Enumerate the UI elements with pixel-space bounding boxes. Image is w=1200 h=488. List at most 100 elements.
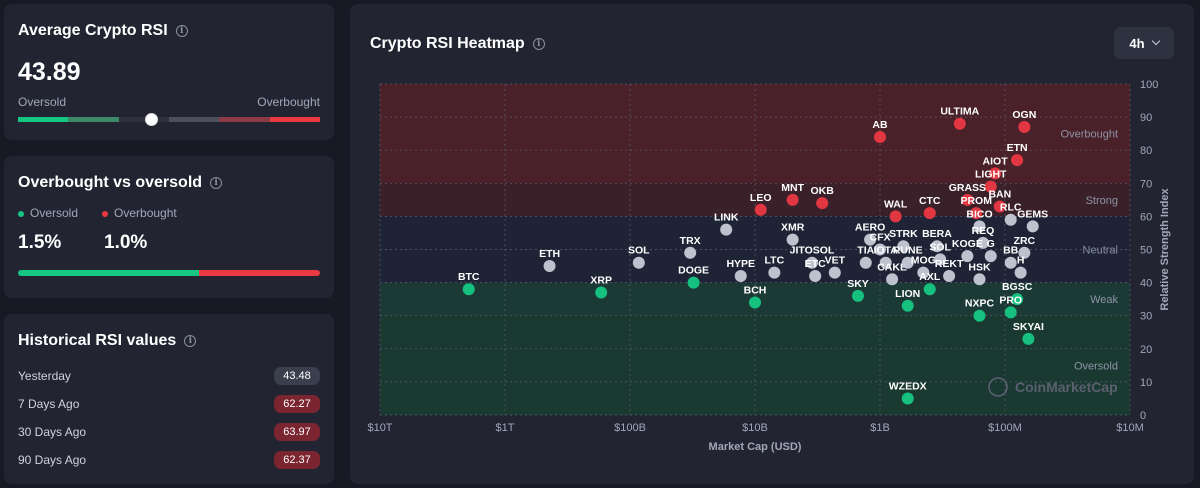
- data-point-label: WAL: [884, 198, 908, 210]
- data-point: [879, 256, 892, 269]
- historical-row-value: 62.37: [274, 451, 320, 469]
- data-point-label: SKY: [847, 278, 869, 290]
- x-tick-label: $10B: [742, 422, 768, 434]
- data-point: [961, 250, 974, 263]
- y-tick-label: 0: [1140, 410, 1146, 422]
- data-point-label: HSK: [968, 261, 991, 273]
- timeframe-select[interactable]: 4h: [1114, 27, 1174, 59]
- data-point: [687, 276, 700, 289]
- data-point-label: AB: [872, 119, 888, 131]
- data-point: [1022, 332, 1035, 345]
- data-point-label: CFX: [870, 232, 891, 244]
- rsi-scatter-chart[interactable]: Overbought Strong Neutral Weak Oversold $10T $…: [350, 4, 1194, 484]
- data-point: [632, 256, 645, 269]
- data-point-label: LION: [895, 288, 920, 300]
- x-tick-label: $1B: [870, 422, 890, 434]
- y-tick-label: 60: [1140, 211, 1152, 223]
- data-point-label: IOTA: [874, 245, 899, 257]
- data-point-label: BCH: [744, 284, 767, 296]
- zone-label: Oversold: [1074, 360, 1118, 372]
- data-point: [816, 197, 829, 210]
- ratio-bar: [18, 270, 320, 276]
- y-tick-label: 40: [1140, 278, 1152, 290]
- historical-row-label: Yesterday: [18, 369, 71, 383]
- data-point: [1011, 293, 1024, 306]
- data-point: [684, 246, 697, 259]
- data-point-label: ETN: [1007, 142, 1028, 154]
- data-point-label: PROM: [960, 195, 992, 207]
- historical-row: 90 Days Ago 62.37: [18, 446, 320, 474]
- data-point: [930, 240, 943, 253]
- data-point: [973, 309, 986, 322]
- data-point-label: NXPC: [965, 298, 995, 310]
- historical-row-value: 62.27: [274, 395, 320, 413]
- data-point: [1018, 246, 1031, 259]
- rsi-gauge-knob: [144, 113, 158, 126]
- x-tick-label: $100B: [614, 422, 646, 434]
- zone-overbought: [380, 84, 1130, 184]
- info-icon[interactable]: i: [210, 177, 223, 189]
- info-icon[interactable]: i: [532, 38, 545, 50]
- gauge-segment: [18, 117, 69, 122]
- historical-row-value: 43.48: [274, 367, 320, 385]
- y-tick-label: 30: [1140, 311, 1152, 323]
- data-point-label: SKYAI: [1013, 321, 1044, 333]
- y-tick-label: 20: [1140, 344, 1152, 356]
- data-point-label: AERO: [855, 222, 885, 234]
- data-point-label: SOL: [628, 245, 650, 257]
- data-point-label: REKT: [935, 258, 964, 270]
- legend-overbought: Overbought: [102, 206, 177, 220]
- y-tick-label: 90: [1140, 112, 1152, 124]
- overbought-vs-oversold-card: Overbought vs oversold i Oversold Overbo…: [4, 156, 334, 298]
- data-point: [864, 233, 877, 246]
- data-point-label: MNT: [781, 182, 804, 194]
- data-point-label: BB: [1003, 245, 1019, 257]
- oversold-percent: 1.5%: [18, 232, 62, 253]
- data-point: [734, 269, 747, 282]
- data-point-label: ULTIMA: [940, 106, 979, 118]
- data-point: [595, 286, 608, 299]
- data-point: [989, 167, 1002, 180]
- overbought-percent: 1.0%: [104, 232, 148, 253]
- data-point-label: ZRC: [1014, 235, 1036, 247]
- historical-title: Historical RSI values: [18, 332, 177, 349]
- data-point-label: ETH: [539, 248, 560, 260]
- data-point-label: VET: [825, 255, 846, 267]
- data-point: [1018, 121, 1031, 134]
- rsi-heatmap-card: Crypto RSI Heatmap i 4h Overbought Strong…: [350, 4, 1194, 484]
- x-tick-label: $100M: [988, 422, 1022, 434]
- y-tick-label: 70: [1140, 178, 1152, 190]
- info-icon[interactable]: i: [184, 335, 197, 347]
- data-point: [859, 256, 872, 269]
- data-point-label: CTC: [919, 195, 941, 207]
- data-point: [1014, 266, 1027, 279]
- data-point: [874, 130, 886, 143]
- data-point-label: DOGE: [678, 265, 709, 277]
- historical-row: 7 Days Ago 62.27: [18, 390, 320, 418]
- data-point: [889, 210, 902, 223]
- zone-label: Weak: [1090, 294, 1118, 306]
- historical-row-label: 30 Days Ago: [18, 425, 87, 439]
- data-point-label: TIA: [857, 245, 874, 257]
- gauge-segment: [269, 117, 320, 122]
- gauge-segment: [118, 117, 169, 122]
- historical-rsi-card: Historical RSI values i Yesterday 43.48 7 …: [4, 314, 334, 484]
- y-tick-label: 80: [1140, 145, 1152, 157]
- data-point: [720, 223, 733, 236]
- data-point: [976, 236, 989, 249]
- data-point-label: GRASS: [949, 182, 986, 194]
- overbought-label: Overbought: [257, 95, 320, 109]
- data-point-label: LEO: [750, 192, 772, 204]
- x-axis-label: Market Cap (USD): [709, 441, 802, 453]
- zone-label: Strong: [1086, 195, 1118, 207]
- y-tick-label: 10: [1140, 377, 1152, 389]
- data-point-label: MOG: [911, 255, 936, 267]
- historical-row: Yesterday 43.48: [18, 362, 320, 390]
- data-point: [923, 283, 936, 296]
- data-point: [953, 117, 966, 130]
- data-point: [901, 256, 914, 269]
- info-icon[interactable]: i: [175, 25, 188, 37]
- data-point: [973, 220, 986, 233]
- data-point-label: AXL: [919, 271, 941, 283]
- average-rsi-card: Average Crypto RSI i 43.89 Oversold Over…: [4, 4, 334, 140]
